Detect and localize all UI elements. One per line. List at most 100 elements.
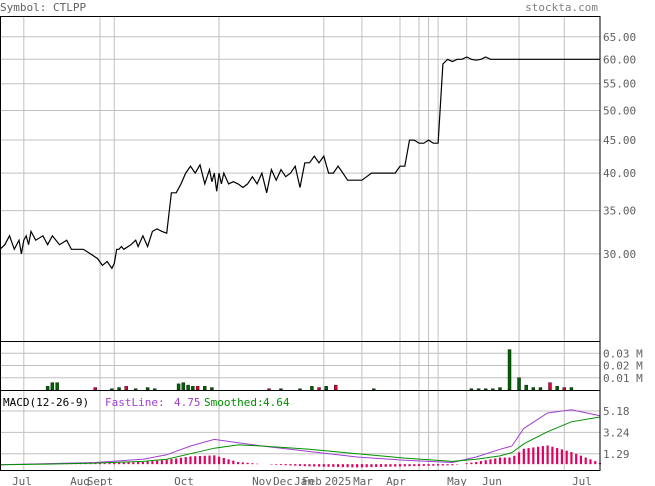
macd-smoothed-line [0,416,601,466]
volume-bar [491,388,495,391]
macd-histogram-bar [498,457,502,465]
volume-bar [210,387,214,391]
price-series-line [0,56,600,270]
macd-histogram-bar [275,464,278,465]
x-axis-label: Jul [572,475,592,486]
volume-bar [555,386,559,391]
volume-bar [124,386,128,391]
macd-histogram-bar [113,462,116,465]
macd-histogram-bar [146,461,149,465]
macd-fast-value: 4.75 [174,396,201,409]
macd-histogram-bar [165,459,168,465]
macd-histogram-bar [513,455,516,465]
macd-histogram-bar [370,464,373,468]
volume-bar [134,388,138,391]
macd-histogram-bar [413,464,416,467]
macd-histogram-bar [194,456,197,465]
volume-bar [267,388,271,391]
macd-histogram-bar [517,452,521,465]
x-axis-label: Apr [386,475,406,486]
macd-fast-line [0,409,601,466]
macd-tick-label: 1.29 [603,448,630,461]
macd-histogram-bar [565,450,568,465]
price-tick-label: 55.00 [603,78,636,91]
macd-histogram-bar [303,464,306,467]
macd-histogram-bar [541,446,544,465]
volume-bar [484,388,488,391]
macd-histogram-bar [141,461,144,465]
macd-histogram-bar [284,464,287,466]
macd-fast-label: FastLine: [105,396,165,409]
volume-tick-label: 0.01 M [603,372,643,385]
macd-histogram-bar [436,464,440,466]
macd-histogram-bar [427,464,430,466]
macd-histogram-bar [417,464,421,467]
macd-histogram-bar [222,457,225,465]
macd-smoothed-label: Smoothed: [204,396,264,409]
macd-histogram-bar [289,464,292,466]
macd-histogram-bar [217,456,221,465]
macd-histogram-bar [189,456,192,465]
volume-bar [569,387,574,391]
macd-histogram-bar [179,457,183,465]
macd-histogram-bar [465,463,468,465]
macd-histogram-bar [527,448,530,465]
volume-bar [469,388,474,391]
volume-bar [45,386,50,391]
volume-bar [538,387,543,391]
macd-histogram-bar [203,455,206,465]
macd-histogram-bar [127,462,130,465]
volume-bar [203,386,207,391]
macd-histogram-bar [594,461,597,465]
volume-bar [334,384,338,391]
volume-bar [562,387,566,391]
macd-histogram-bar [341,464,344,468]
macd-histogram-bar [241,462,244,465]
volume-bar [191,386,195,391]
macd-histogram-bar [227,459,230,465]
macd-histogram-bar [132,462,135,465]
macd-histogram-bar [441,464,444,466]
macd-histogram-bar [308,464,311,467]
macd-histogram-bar [508,457,511,465]
macd-histogram-bar [532,447,535,465]
macd-histogram-bar [579,455,583,465]
volume-bar [548,382,552,391]
volume-bar [476,388,481,391]
macd-histogram-bar [332,464,335,467]
x-axis-label: Mar [353,475,373,486]
macd-histogram-bar [98,463,102,465]
macd-histogram-bar [232,460,235,465]
price-tick-label: 45.00 [603,134,636,147]
volume-bar [324,386,328,391]
volume-bar [310,386,314,391]
price-tick-label: 50.00 [603,104,636,117]
volume-tick-label: 0.03 M [603,347,643,360]
macd-histogram-bar [94,463,97,465]
macd-histogram-bar [584,457,587,465]
macd-histogram-bar [570,452,573,465]
macd-histogram-bar [546,445,549,465]
volume-bar [50,382,55,391]
volume-bar [298,388,302,391]
macd-histogram-bar [360,464,364,468]
volume-bar [181,382,186,391]
macd-histogram-bar [294,464,297,466]
volume-bar [117,387,121,391]
volume-bar [498,387,502,391]
macd-histogram-bar [184,457,187,465]
macd-histogram-bar [489,459,492,465]
macd-histogram-bar [208,455,211,465]
macd-histogram-bar [494,458,497,465]
macd-histogram-bar [251,463,254,465]
macd-tick-label: 3.24 [603,426,630,439]
macd-histogram-bar [484,460,487,465]
x-axis-label: Aug [70,475,90,486]
macd-histogram-bar [432,464,435,466]
macd-histogram-bar [379,464,383,467]
price-tick-label: 35.00 [603,205,636,218]
x-axis-label: Oct [174,475,194,486]
x-axis-label: Jul [12,475,32,486]
macd-histogram-bar [336,464,340,468]
